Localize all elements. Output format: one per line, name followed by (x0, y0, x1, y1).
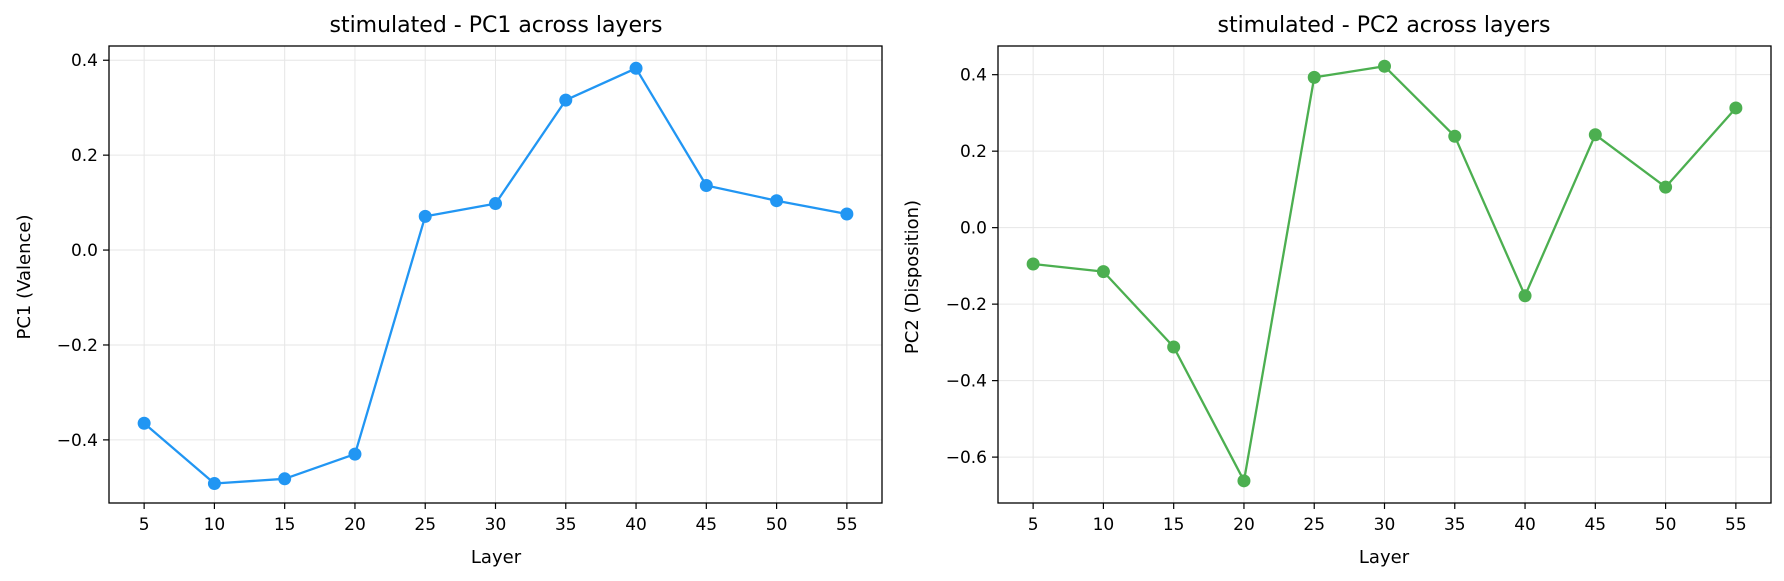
x-tick-label: 55 (836, 515, 858, 535)
x-tick-label: 40 (1514, 515, 1536, 535)
x-tick-label: 15 (1163, 515, 1185, 535)
x-tick-label: 10 (1093, 515, 1115, 535)
x-tick-label: 45 (1584, 515, 1606, 535)
x-tick-label: 15 (274, 515, 296, 535)
data-point (1026, 257, 1040, 271)
y-tick-label: −0.6 (946, 448, 987, 468)
x-tick-label: 5 (139, 515, 150, 535)
y-tick-label: 0.0 (71, 241, 98, 261)
y-tick-label: 0.2 (960, 142, 987, 162)
data-point (1378, 59, 1391, 73)
data-point (418, 209, 432, 223)
y-tick-label: 0.2 (71, 146, 98, 166)
x-tick-label: 30 (1374, 515, 1396, 535)
data-point (1518, 289, 1532, 303)
data-point (1448, 129, 1462, 143)
x-tick-label: 10 (204, 515, 226, 535)
data-point (348, 447, 362, 461)
x-tick-label: 35 (555, 515, 577, 535)
data-point (1307, 70, 1321, 84)
chart-panel-pc2: stimulated - PC2 across layers Layer PC2… (902, 13, 1551, 568)
y-tick-label: −0.4 (946, 372, 987, 392)
y-tick-label: 0.0 (960, 219, 987, 239)
x-tick-label: 55 (1725, 515, 1747, 535)
data-point (1167, 340, 1181, 354)
y-axis-label-pc1: PC1 (Valence) (14, 214, 35, 339)
x-tick-label: 25 (1303, 515, 1325, 535)
y-tick-label: −0.4 (57, 431, 98, 451)
data-point (699, 179, 713, 193)
y-tick-label: −0.2 (946, 295, 987, 315)
x-tick-label: 50 (1655, 515, 1677, 535)
x-tick-label: 30 (485, 515, 507, 535)
data-point (1659, 180, 1673, 194)
x-axis-label-pc1: Layer (471, 547, 522, 568)
x-tick-label: 35 (1444, 515, 1466, 535)
y-axis-label-pc2: PC2 (Disposition) (902, 200, 923, 354)
chart-title-pc1: stimulated - PC1 across layers (329, 13, 662, 38)
y-tick-label: 0.4 (71, 51, 98, 71)
data-point (1588, 128, 1602, 142)
x-tick-label: 25 (414, 515, 436, 535)
data-point (1096, 265, 1110, 279)
data-point (770, 194, 784, 208)
data-point (559, 93, 573, 107)
data-point (629, 61, 643, 75)
x-tick-label: 45 (695, 515, 717, 535)
x-tick-label: 20 (344, 515, 366, 535)
y-tick-label: −0.2 (57, 336, 98, 356)
chart-title-pc2: stimulated - PC2 across layers (1217, 13, 1550, 38)
x-axis-label-pc2: Layer (1359, 547, 1410, 568)
x-tick-label: 5 (1028, 515, 1039, 535)
x-tick-label: 20 (1233, 515, 1255, 535)
data-point (840, 207, 854, 221)
x-tick-label: 50 (766, 515, 788, 535)
data-point (489, 197, 502, 211)
data-point (1237, 474, 1251, 488)
data-point (207, 477, 221, 491)
data-point (1729, 101, 1743, 115)
chart-panel-pc1: stimulated - PC1 across layers Layer PC1… (14, 13, 663, 568)
y-tick-label: 0.4 (960, 66, 987, 86)
data-point (137, 416, 151, 430)
data-point (278, 472, 292, 486)
x-tick-label: 40 (625, 515, 647, 535)
